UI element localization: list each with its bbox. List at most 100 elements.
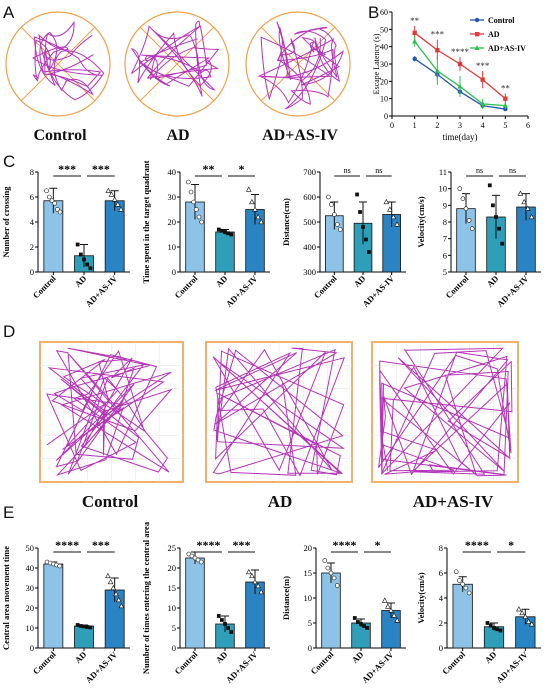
data-point (249, 572, 255, 579)
data-point (52, 200, 57, 206)
data-point (110, 584, 117, 591)
data-point (391, 612, 397, 618)
data-point (105, 572, 111, 579)
data-point (334, 583, 340, 588)
y-tick-label: 0 (384, 112, 388, 121)
legend-marker (474, 45, 480, 50)
data-point (365, 626, 370, 630)
panel-d-label-ad: AD (267, 492, 293, 511)
significance-label: *** (233, 538, 251, 552)
y-tick-label: 0 (30, 267, 34, 277)
x-tick-label: AD (483, 649, 499, 665)
y-tick-label: 15 (168, 583, 177, 593)
y-tick-label: 10 (380, 95, 388, 104)
significance-label: **** (333, 538, 357, 552)
x-tick-label: 1 (413, 121, 417, 130)
data-point (105, 187, 112, 193)
data-point (492, 626, 496, 630)
y-tick-label: 700 (303, 167, 316, 177)
escape-latency-line-chart: 0 10 20 30 40 50 60 0 1 2 3 4 5 6 time(day) Escape Late… (372, 8, 530, 142)
y-tick-label: 5 (172, 623, 176, 633)
data-point (88, 266, 93, 271)
y-tick-label: 50 (26, 543, 35, 553)
x-tick-label: 3 (458, 121, 462, 130)
bar-1 (43, 563, 64, 649)
panel-letter-a: A (3, 3, 15, 22)
data-point (528, 213, 535, 220)
y-tick-label: 60 (380, 8, 388, 17)
data-point (331, 575, 337, 581)
data-point (359, 622, 363, 626)
data-point (186, 179, 191, 185)
central-entries-bar-chart: 0 5 10 15 20 25 Number of times entering the c… (141, 521, 270, 685)
data-point (525, 205, 531, 211)
x-tick-label: AD+AS-IV (224, 273, 260, 309)
panel-d-figure (39, 341, 519, 483)
data-point (88, 625, 93, 630)
open-field-track-ad-asiv (371, 341, 519, 483)
data-point (491, 203, 495, 208)
y-tick-label: 7 (443, 234, 447, 244)
movement-track (378, 347, 513, 477)
pool-boundary (245, 11, 351, 117)
legend-label: Control (488, 16, 515, 25)
data-point (258, 218, 265, 225)
y-tick-label: 0 (308, 643, 312, 653)
data-point (226, 626, 230, 630)
x-tick-label: 2 (435, 121, 439, 130)
data-point (394, 617, 401, 623)
y-tick-label: 30 (26, 583, 35, 593)
data-point (460, 581, 465, 587)
x-tick-label: AD (485, 273, 501, 289)
data-point (358, 210, 362, 214)
y-tick-label: 6 (439, 568, 443, 578)
y-tick-label: 8 (443, 217, 447, 227)
data-point (198, 559, 204, 565)
x-tick-label: 0 (390, 121, 394, 130)
y-tick-label: 4 (439, 593, 444, 603)
data-point (519, 609, 525, 616)
x-tick-label: AD (214, 273, 230, 289)
data-point (362, 624, 366, 628)
data-point (220, 228, 224, 233)
data-point (412, 38, 418, 44)
movement-track (46, 347, 173, 476)
data-point (118, 206, 124, 212)
data-point (78, 252, 83, 257)
x-tick-label: 4 (481, 121, 485, 130)
distance-cm-bar-chart: 300 400 500 600 700 Distance(cm) Control ADAD+A… (281, 166, 406, 309)
y-tick-label: 4 (30, 217, 35, 227)
x-tick-label: Control (31, 273, 58, 300)
data-point (108, 191, 115, 197)
panel-letter-d: D (3, 322, 16, 341)
data-point (497, 226, 501, 231)
data-point (522, 613, 529, 619)
data-point (252, 578, 258, 585)
x-tick-label: Control (172, 649, 199, 676)
x-tick-label: AD (350, 649, 366, 665)
significance-label: ** (203, 162, 215, 176)
data-point (78, 624, 83, 628)
x-tick-label: Control (440, 649, 467, 676)
data-point (196, 214, 202, 220)
data-point (487, 183, 492, 188)
y-tick-label: 11 (439, 167, 447, 177)
y-axis-label: Velocity(cm/s) (416, 572, 426, 623)
data-point (390, 213, 397, 220)
data-point (457, 61, 463, 67)
quadrant-line (140, 27, 214, 101)
data-point (494, 215, 498, 219)
velocity-cm-s-bar-chart: 5 6 7 8 9 10 11 Velocity(cm/s) Control ADAD+AS-IV… (416, 166, 541, 309)
x-tick-label: AD+AS-IV (360, 649, 396, 685)
legend-label: AD+AS-IV (488, 44, 526, 53)
data-point (457, 578, 462, 583)
movement-track (212, 347, 346, 477)
y-tick-label: 0 (439, 643, 443, 653)
x-tick-label: 5 (503, 121, 507, 130)
y-tick-label: 40 (168, 167, 177, 177)
data-point (326, 194, 331, 200)
data-point (334, 222, 340, 227)
data-point (529, 621, 535, 627)
data-point (488, 623, 493, 628)
